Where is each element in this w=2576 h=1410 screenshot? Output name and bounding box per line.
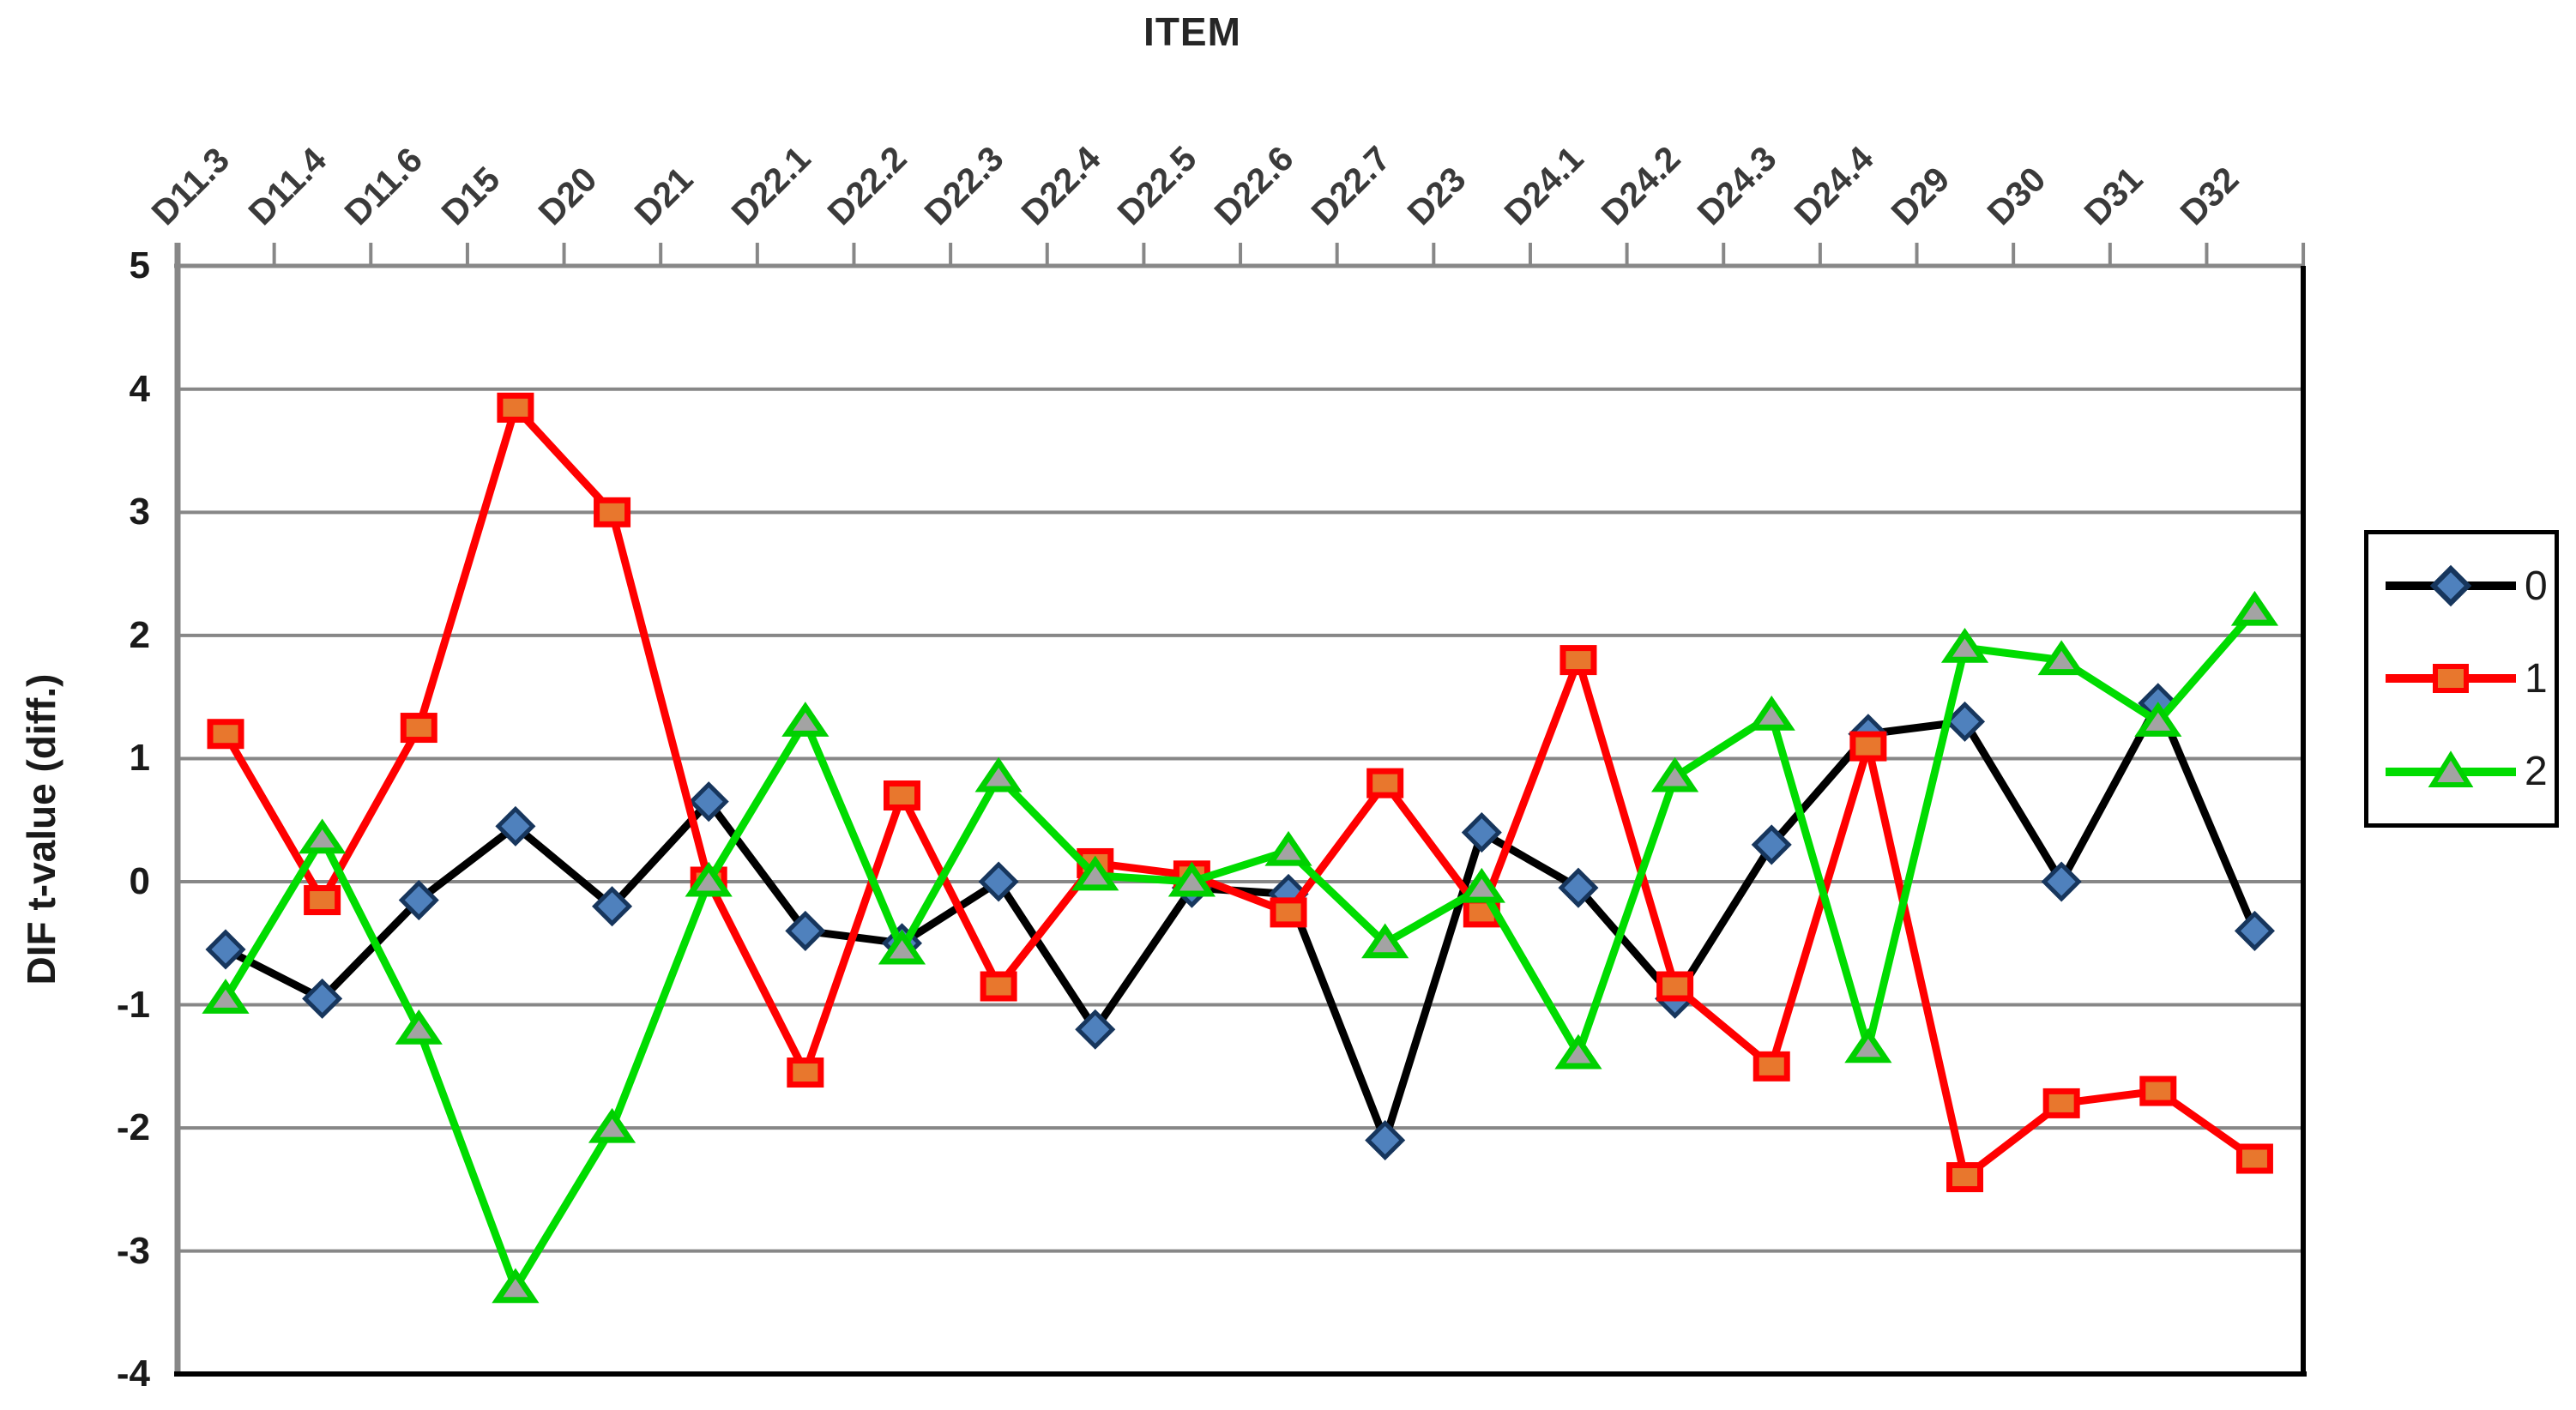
series-line-0 bbox=[223, 699, 2259, 1144]
series-2-marker bbox=[1457, 867, 1505, 903]
legend-label: 0 bbox=[2525, 563, 2548, 609]
series-1-marker bbox=[497, 392, 534, 423]
series-2-marker bbox=[492, 1268, 540, 1304]
series-2-marker bbox=[685, 861, 733, 897]
y-tick-label: 4 bbox=[129, 367, 150, 410]
series-2-marker bbox=[1554, 1033, 1602, 1070]
series-0-marker bbox=[495, 805, 536, 847]
series-2-marker bbox=[878, 929, 926, 965]
series-2-marker bbox=[299, 818, 347, 854]
y-tick-label: -4 bbox=[116, 1353, 150, 1395]
series-0-marker bbox=[1751, 824, 1792, 865]
series-0-marker bbox=[785, 910, 826, 951]
series-2-marker bbox=[395, 1009, 443, 1045]
series-2-marker bbox=[2134, 702, 2182, 737]
series-2-marker bbox=[1167, 861, 1216, 897]
legend-marker-icon bbox=[2386, 664, 2516, 694]
legend-marker-icon bbox=[2386, 750, 2516, 787]
series-1-marker bbox=[2042, 1088, 2080, 1118]
y-tick-label: 5 bbox=[129, 244, 150, 287]
series-1-marker bbox=[207, 719, 244, 750]
legend-entry-2: 2 bbox=[2368, 727, 2555, 816]
series-1-marker bbox=[594, 497, 631, 527]
series-1-marker bbox=[2139, 1076, 2177, 1106]
y-tick-label: 1 bbox=[129, 737, 150, 780]
series-0-marker bbox=[302, 978, 343, 1019]
series-1-marker bbox=[2235, 1143, 2273, 1174]
legend-marker-icon bbox=[2386, 564, 2516, 607]
series-2-marker bbox=[1940, 627, 1989, 663]
series-0-marker bbox=[1365, 1119, 1406, 1161]
series-0-marker bbox=[688, 781, 729, 822]
series-2-marker bbox=[2037, 640, 2085, 676]
series-1-marker bbox=[1849, 731, 1887, 762]
x-axis-title: ITEM bbox=[1143, 9, 1241, 54]
series-2-marker bbox=[781, 702, 830, 737]
series-2-marker bbox=[1361, 923, 1409, 959]
series-1-marker bbox=[1270, 897, 1307, 928]
series-2-marker bbox=[2230, 590, 2279, 626]
series-0-marker bbox=[1461, 812, 1502, 853]
series-2-marker bbox=[202, 979, 250, 1014]
series-0-marker bbox=[978, 861, 1019, 902]
y-tick-label: -2 bbox=[116, 1106, 150, 1149]
y-tick-label: 3 bbox=[129, 491, 150, 533]
series-1-marker bbox=[1366, 768, 1404, 798]
legend-label: 2 bbox=[2525, 749, 2548, 795]
series-1-marker bbox=[1559, 645, 1597, 676]
series-0-marker bbox=[2234, 910, 2275, 951]
legend-label: 1 bbox=[2525, 655, 2548, 702]
series-0-marker bbox=[398, 879, 439, 921]
legend-entry-1: 1 bbox=[2368, 634, 2555, 723]
series-1-marker bbox=[304, 885, 341, 916]
series-2-marker bbox=[1264, 830, 1312, 866]
series-1-marker bbox=[787, 1058, 824, 1088]
series-0-marker bbox=[2041, 861, 2082, 902]
legend-entry-0: 0 bbox=[2368, 541, 2555, 630]
series-line-2 bbox=[222, 608, 2258, 1292]
series-1-marker bbox=[1753, 1051, 1790, 1082]
series-2-marker bbox=[1071, 855, 1119, 891]
series-2-marker bbox=[974, 756, 1023, 792]
y-tick-label: 0 bbox=[129, 860, 150, 902]
series-1-marker bbox=[980, 971, 1017, 1002]
series-1-marker bbox=[883, 780, 920, 811]
series-0-marker bbox=[205, 929, 246, 970]
series-line-1 bbox=[222, 403, 2258, 1182]
y-tick-label: 2 bbox=[129, 613, 150, 656]
legend: 0 1 2 bbox=[2364, 530, 2559, 828]
series-2-marker bbox=[588, 1107, 636, 1143]
series-0-marker bbox=[1075, 1009, 1116, 1050]
series-0-marker bbox=[1944, 701, 1986, 742]
series-1-marker bbox=[1656, 971, 1694, 1002]
y-tick-label: -3 bbox=[116, 1229, 150, 1272]
series-2-marker bbox=[1747, 695, 1795, 731]
y-tick-label: -1 bbox=[116, 983, 150, 1026]
series-2-marker bbox=[1651, 756, 1699, 792]
series-1-marker bbox=[400, 713, 437, 744]
series-2-marker bbox=[1844, 1027, 1892, 1064]
series-0-marker bbox=[592, 886, 633, 927]
series-1-marker bbox=[1946, 1162, 1984, 1193]
series-0-marker bbox=[1558, 867, 1599, 908]
